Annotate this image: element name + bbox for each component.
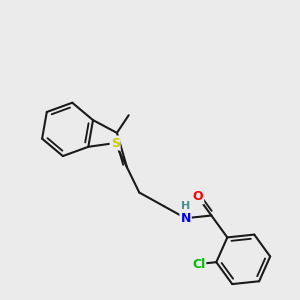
Text: O: O — [193, 190, 203, 203]
Text: Cl: Cl — [192, 257, 206, 271]
Text: H: H — [181, 201, 190, 211]
Text: S: S — [111, 136, 120, 149]
Text: N: N — [180, 212, 191, 225]
